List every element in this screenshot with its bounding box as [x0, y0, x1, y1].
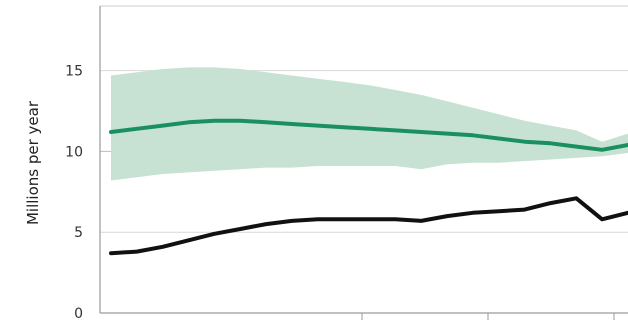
uncertainty-band	[111, 67, 628, 181]
y-tick-label: 5	[74, 225, 83, 241]
observed-line	[109, 196, 628, 256]
y-axis-title: Millions per year	[24, 100, 42, 225]
y-tick-label: 10	[65, 144, 83, 160]
y-tick-labels: 0 5 10 15	[65, 64, 83, 322]
central-estimate-line	[109, 118, 628, 152]
y-tick-label: 0	[74, 306, 83, 322]
y-tick-label: 15	[65, 64, 83, 80]
